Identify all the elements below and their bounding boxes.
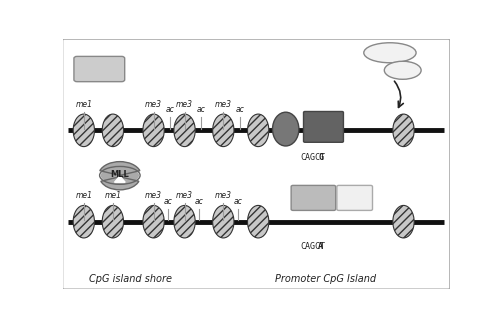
Ellipse shape <box>143 114 164 147</box>
Text: CAGCT: CAGCT <box>301 242 326 251</box>
FancyBboxPatch shape <box>337 185 372 210</box>
Text: me1: me1 <box>76 99 92 109</box>
Text: me3: me3 <box>215 191 232 200</box>
Text: Promoter CpG Island: Promoter CpG Island <box>276 274 376 284</box>
Ellipse shape <box>73 205 94 238</box>
Polygon shape <box>114 176 125 182</box>
Text: AP4: AP4 <box>314 121 332 130</box>
FancyBboxPatch shape <box>304 111 344 142</box>
Text: me3: me3 <box>215 99 232 109</box>
Text: me3: me3 <box>176 191 193 200</box>
Ellipse shape <box>143 205 164 238</box>
Ellipse shape <box>384 61 421 79</box>
Text: ac: ac <box>166 105 174 114</box>
Ellipse shape <box>102 114 124 147</box>
Ellipse shape <box>393 114 414 147</box>
Ellipse shape <box>364 43 416 63</box>
Wedge shape <box>100 162 140 176</box>
Text: me1: me1 <box>104 191 122 200</box>
Text: ac: ac <box>197 105 205 114</box>
Ellipse shape <box>272 112 299 146</box>
Ellipse shape <box>174 205 195 238</box>
Text: me3: me3 <box>176 99 193 109</box>
Text: me3: me3 <box>145 191 162 200</box>
Text: DNMT: DNMT <box>298 193 328 202</box>
Ellipse shape <box>100 167 139 184</box>
Text: ??: ?? <box>349 193 360 203</box>
Text: CAGCT: CAGCT <box>301 153 326 162</box>
Ellipse shape <box>393 205 414 238</box>
FancyBboxPatch shape <box>291 185 336 210</box>
Ellipse shape <box>174 114 195 147</box>
Ellipse shape <box>102 205 124 238</box>
Ellipse shape <box>248 205 269 238</box>
FancyBboxPatch shape <box>74 57 124 82</box>
Text: me3: me3 <box>145 99 162 109</box>
Ellipse shape <box>212 114 234 147</box>
Text: G: G <box>318 153 323 162</box>
Text: MLL: MLL <box>110 170 129 178</box>
Text: ac: ac <box>194 197 203 206</box>
Text: DNMT: DNMT <box>84 65 114 73</box>
Text: MYC: MYC <box>394 66 411 75</box>
Text: CTCF: CTCF <box>275 124 296 134</box>
Ellipse shape <box>248 114 269 147</box>
Text: ac: ac <box>164 197 172 206</box>
Text: ac: ac <box>233 197 242 206</box>
Ellipse shape <box>212 205 234 238</box>
Text: POL II: POL II <box>379 48 401 57</box>
Wedge shape <box>101 177 139 190</box>
Ellipse shape <box>73 114 94 147</box>
Text: CpG island shore: CpG island shore <box>89 274 172 284</box>
FancyBboxPatch shape <box>62 39 450 289</box>
Text: A: A <box>318 242 323 251</box>
Text: me1: me1 <box>76 191 92 200</box>
Text: ac: ac <box>236 105 244 114</box>
